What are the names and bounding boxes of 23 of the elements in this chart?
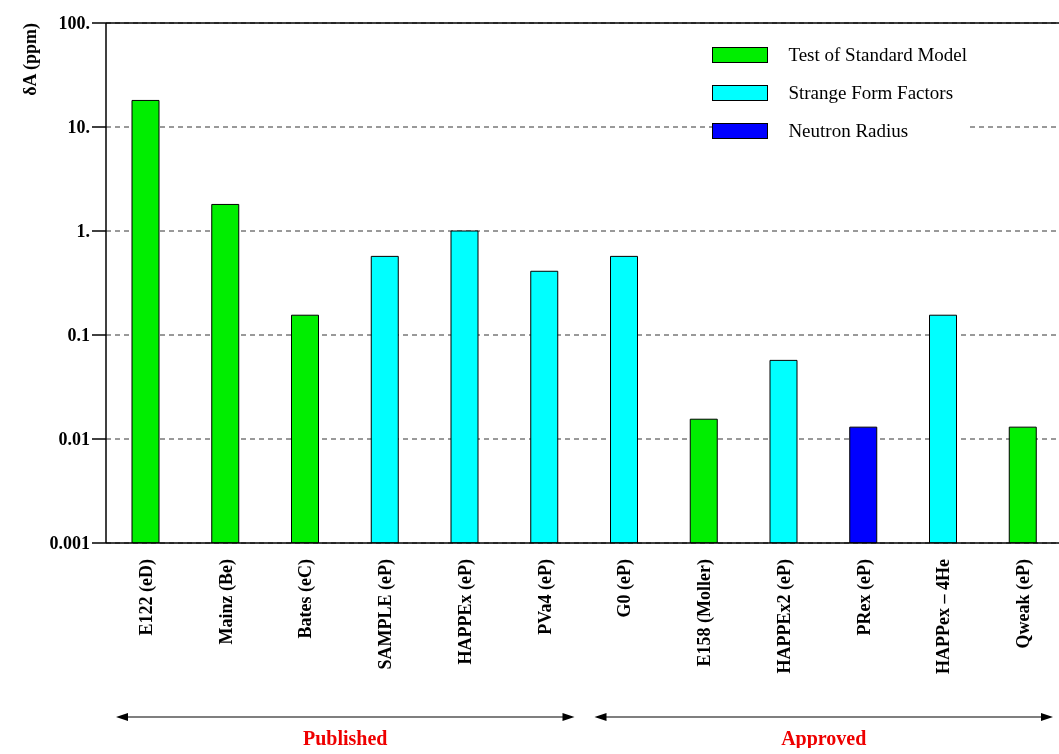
x-tick-label: HAPPEx (eP) [454,558,476,665]
x-tick-label: E122 (eD) [135,559,157,636]
x-tick-label: HAPPex – 4He [933,559,954,674]
y-tick-label: 0.1 [67,325,90,346]
legend-label: Strange Form Factors [788,82,954,104]
x-tick-label: SAMPLE (eP) [375,559,397,670]
y-tick-label: 0.01 [58,429,90,450]
x-tick-label: PVa4 (eP) [534,559,556,635]
y-axis-title: δA (ppm) [20,23,41,96]
legend-label: Neutron Radius [788,120,909,142]
legend-label: Test of Standard Model [788,44,967,66]
x-tick-label: Bates (eC) [295,559,317,639]
y-tick-label: 100. [58,13,90,34]
x-tick-label: G0 (eP) [614,559,636,618]
x-tick-label: Mainz (Be) [215,559,237,645]
text: Published [303,727,388,749]
y-tick-label: 1. [76,221,90,242]
x-tick-label: PRex (eP) [853,559,875,636]
x-tick-label: E158 (Moller) [694,559,716,667]
x-tick-label: HAPPEx2 (eP) [773,558,795,674]
x-tick-label: Qweak (eP) [1013,559,1035,649]
y-tick-label: 0.001 [49,533,90,554]
y-tick-label: 10. [67,117,90,138]
